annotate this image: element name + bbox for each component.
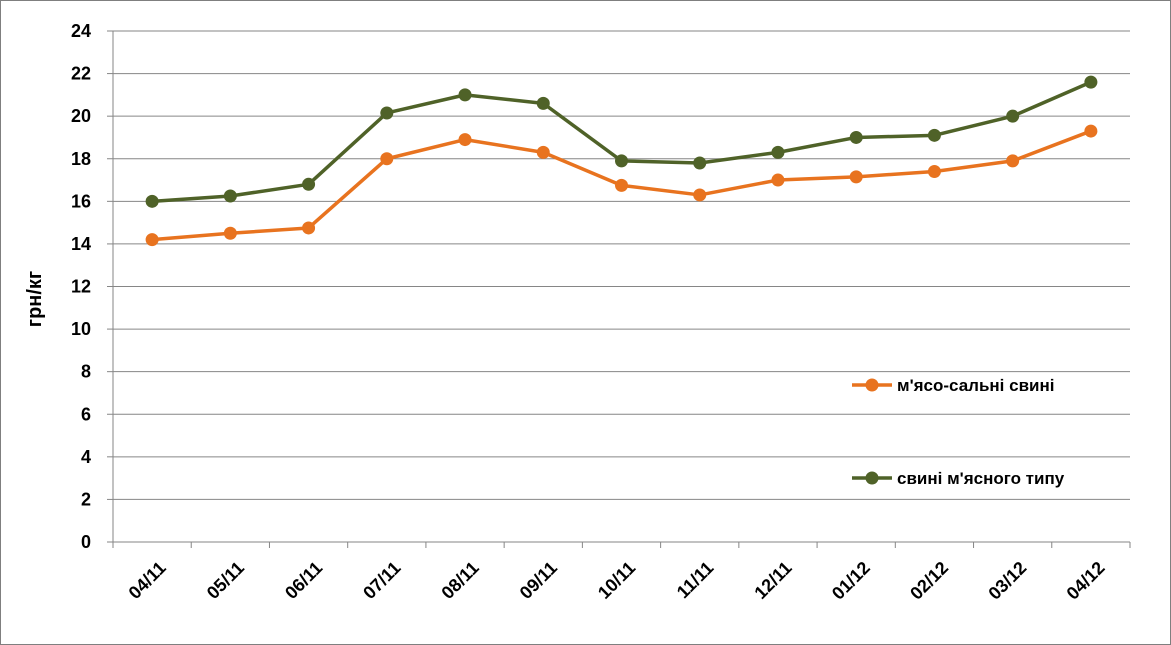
y-tick-label: 20 <box>71 106 91 126</box>
y-axis-title: грн/кг <box>24 271 46 328</box>
axes <box>107 30 1131 548</box>
y-tick-label: 10 <box>71 319 91 339</box>
x-tick-label: 06/11 <box>281 558 326 603</box>
data-point <box>693 156 707 170</box>
data-point <box>536 145 550 159</box>
data-point <box>536 96 550 110</box>
x-tick-label: 10/11 <box>594 558 639 603</box>
legend-label: м'ясо-сальні свині <box>897 376 1054 395</box>
data-point <box>380 152 394 166</box>
data-point <box>849 130 863 144</box>
y-tick-label: 14 <box>71 234 91 254</box>
x-tick-label: 08/11 <box>437 558 482 603</box>
data-point <box>302 177 316 191</box>
y-tick-label: 6 <box>81 404 91 424</box>
data-point <box>223 189 237 203</box>
y-tick-label: 8 <box>81 362 91 382</box>
data-point <box>458 133 472 147</box>
series-lines <box>145 75 1098 247</box>
y-tick-label: 0 <box>81 532 91 552</box>
legend-swatch-marker <box>865 378 879 392</box>
legend-label: свині м'ясного типу <box>897 469 1065 488</box>
y-tick-label: 12 <box>71 277 91 297</box>
y-tick-label: 16 <box>71 191 91 211</box>
data-point <box>693 188 707 202</box>
data-point <box>1084 75 1098 89</box>
x-tick-label: 04/11 <box>125 558 170 603</box>
x-tick-label: 11/11 <box>673 558 718 603</box>
x-tick-label: 05/11 <box>203 558 248 603</box>
data-point <box>927 165 941 179</box>
data-point <box>771 145 785 159</box>
data-point <box>1006 154 1020 168</box>
legend-swatch-marker <box>865 471 879 485</box>
data-point <box>849 170 863 184</box>
data-point <box>927 128 941 142</box>
data-point <box>302 221 316 235</box>
data-point <box>771 173 785 187</box>
x-tick-label: 04/12 <box>1063 558 1109 604</box>
data-point <box>145 233 159 247</box>
x-tick-label: 07/11 <box>359 558 404 603</box>
data-point <box>1006 109 1020 123</box>
y-tick-label: 2 <box>81 489 91 509</box>
y-tick-label: 18 <box>71 149 91 169</box>
data-point <box>615 178 628 192</box>
y-tick-label: 4 <box>81 447 91 467</box>
data-point <box>223 226 237 240</box>
data-point <box>145 194 159 208</box>
x-tick-label: 01/12 <box>828 558 874 604</box>
data-point <box>380 106 394 120</box>
data-point <box>1084 124 1098 138</box>
data-point <box>615 154 628 168</box>
y-tick-label: 22 <box>71 64 91 84</box>
legend: м'ясо-сальні свині свині м'ясного типу <box>852 376 1065 488</box>
x-tick-label: 09/11 <box>516 558 561 603</box>
x-tick-label: 03/12 <box>984 558 1030 604</box>
gridlines <box>113 30 1130 500</box>
data-point <box>458 88 472 102</box>
y-tick-label: 24 <box>71 21 91 41</box>
x-tick-label: 02/12 <box>906 558 952 604</box>
x-tick-label: 12/11 <box>750 558 795 603</box>
